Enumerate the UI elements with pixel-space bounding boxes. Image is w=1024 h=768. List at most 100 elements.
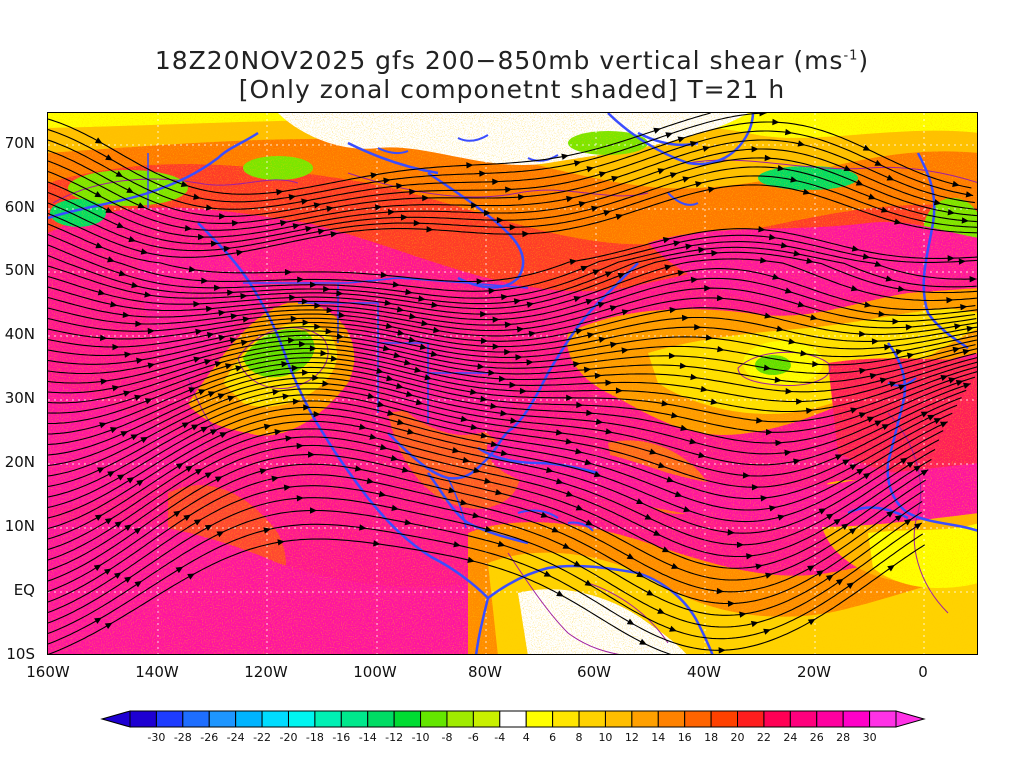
streamline-arrowhead (314, 323, 322, 330)
streamline-arrowhead (387, 208, 396, 216)
streamline-arrowhead (283, 484, 292, 491)
streamline (48, 428, 936, 551)
streamline-arrowhead (848, 527, 857, 535)
streamline-arrowhead (466, 162, 474, 169)
streamline-arrowhead (144, 398, 153, 405)
streamline-arrowhead (886, 174, 895, 181)
streamline-arrowhead (897, 285, 906, 293)
streamline-arrowhead (551, 526, 560, 533)
streamline-arrowhead (131, 281, 139, 289)
lon-label-60w: 60W (577, 663, 611, 681)
streamline-arrowhead (885, 275, 894, 282)
streamline (48, 406, 948, 519)
streamline-arrowhead (313, 410, 321, 418)
streamline (48, 326, 977, 357)
streamline-arrowhead (772, 118, 780, 126)
streamline (48, 453, 926, 582)
streamline-arrowhead (785, 388, 793, 395)
streamline-arrowhead (505, 186, 513, 193)
streamline-arrowhead (289, 294, 297, 301)
streamline-arrowhead (513, 298, 522, 305)
streamline (48, 297, 977, 337)
streamline-arrowhead (405, 288, 413, 296)
streamline-arrowhead (302, 369, 310, 376)
streamline-arrowhead (661, 400, 669, 407)
streamline-arrowhead (414, 366, 422, 373)
colorbar-cell (552, 710, 580, 728)
colorbar-label: 4 (522, 731, 530, 744)
streamline-arrowhead (668, 352, 676, 359)
streamline-arrowhead (210, 240, 219, 247)
streamline-arrowhead (117, 474, 125, 481)
streamline-arrowhead (842, 459, 851, 466)
colorbar-label: -18 (305, 731, 324, 744)
streamline-arrowhead (201, 277, 209, 284)
streamline-arrowhead (218, 334, 226, 341)
streamline-arrowhead (309, 281, 317, 288)
streamline-arrowhead (866, 416, 875, 423)
streamline-arrowhead (653, 529, 661, 536)
streamline-arrowhead (94, 137, 103, 144)
streamline (48, 287, 976, 332)
streamline-arrowhead (649, 448, 657, 455)
streamline (48, 334, 977, 375)
colorbar-cell (235, 710, 263, 728)
streamline-arrowhead (120, 431, 129, 438)
streamline-arrowhead (670, 412, 679, 419)
streamline (48, 223, 977, 283)
streamline-arrowhead (207, 391, 216, 398)
streamline-arrowhead (864, 301, 872, 308)
streamline-arrowhead (272, 389, 280, 396)
streamline-arrowhead (892, 318, 900, 325)
streamline-arrowhead (298, 340, 307, 348)
streamline-arrowhead (889, 381, 897, 388)
streamline-arrowhead (657, 168, 666, 175)
streamline-arrowhead (586, 166, 595, 173)
streamline-arrowhead (965, 191, 974, 198)
colorbar-label: -10 (411, 731, 430, 744)
streamline-arrowhead (621, 347, 629, 354)
streamline-arrowhead (396, 182, 404, 190)
streamline-arrowhead (575, 328, 584, 335)
streamline-arrowhead (497, 540, 506, 547)
streamline-arrowhead (561, 153, 569, 160)
streamline-arrowhead (323, 285, 331, 293)
streamline-arrowhead (326, 306, 334, 314)
streamline-arrowhead (690, 276, 699, 284)
streamline-arrowhead (927, 414, 936, 421)
colorbar-label: -16 (332, 731, 351, 744)
streamline-arrowhead (704, 285, 712, 292)
streamline-arrowhead (677, 269, 686, 277)
streamline-arrowhead (920, 411, 929, 418)
streamline-arrowhead (480, 310, 488, 318)
streamline-arrowhead (952, 180, 960, 188)
streamline-arrowhead (302, 319, 310, 326)
streamline-arrowhead (377, 401, 385, 408)
streamline-arrowhead (776, 325, 784, 332)
streamline-arrowhead (134, 394, 142, 401)
streamline-arrowhead (881, 424, 890, 431)
streamline-arrowhead (426, 226, 434, 233)
streamline-arrowhead (948, 377, 956, 384)
streamline (48, 444, 929, 572)
streamline-arrowhead (793, 458, 801, 465)
streamline-arrowhead (765, 572, 773, 579)
streamline-arrowhead (204, 524, 213, 531)
streamline-arrowhead (886, 510, 894, 518)
streamline-arrowhead (305, 225, 313, 233)
streamline (48, 233, 977, 292)
streamline-arrowhead (185, 465, 194, 473)
chart-title-line2: [Only zonal componetnt shaded] T=21 h (238, 75, 786, 104)
streamline-arrowhead (391, 504, 399, 512)
streamline-arrowhead (200, 426, 209, 433)
streamline-arrowhead (194, 468, 203, 476)
streamline-arrowhead (112, 385, 120, 392)
streamline-arrowhead (961, 217, 969, 224)
streamline-arrowhead (336, 290, 344, 297)
streamline-arrowhead (382, 344, 391, 352)
streamline-arrowhead (605, 379, 613, 386)
streamline-arrowhead (662, 237, 671, 244)
streamline-arrowhead (858, 412, 867, 419)
colorbar-cell (367, 710, 395, 728)
streamline-arrowhead (906, 352, 915, 359)
